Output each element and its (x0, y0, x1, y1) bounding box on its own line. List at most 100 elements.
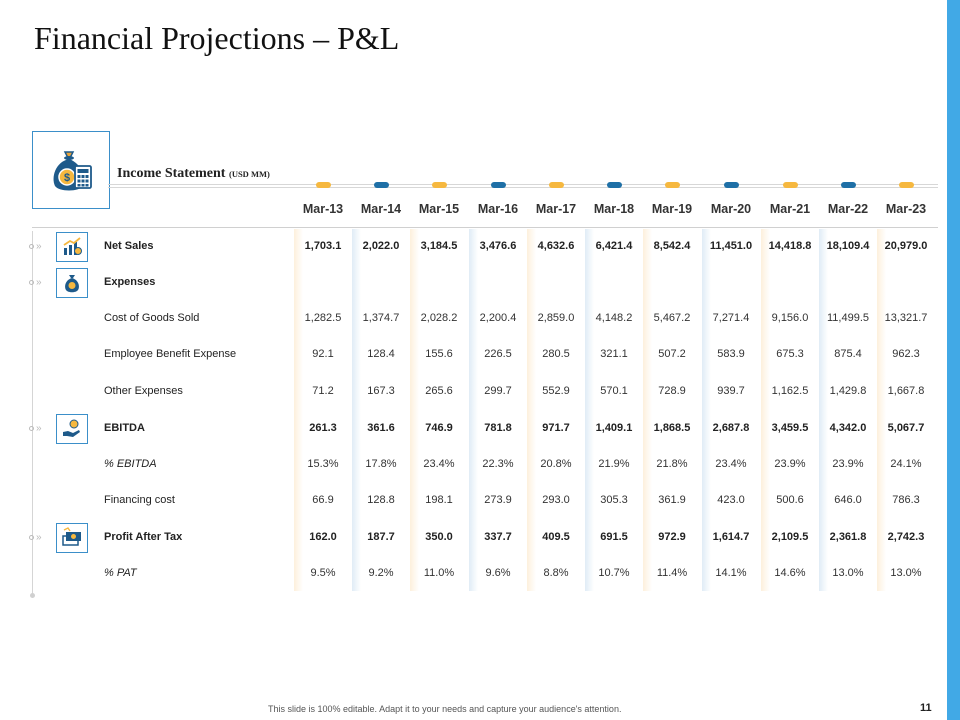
timeline-tick (783, 182, 798, 188)
column-header: Mar-14 (360, 202, 402, 216)
table-cell: 299.7 (484, 385, 512, 397)
table-cell: 155.6 (425, 348, 453, 360)
row-label: Expenses (104, 276, 156, 288)
table-cell: 2,361.8 (829, 531, 867, 543)
table-cell: 280.5 (542, 348, 570, 360)
table-cell: 66.9 (312, 494, 334, 506)
table-cell: 18,109.4 (826, 240, 870, 252)
table-cell: 261.3 (309, 422, 337, 434)
table-cell: 20.8% (540, 458, 572, 470)
table-cell: 361.6 (367, 422, 395, 434)
table-cell: 423.0 (717, 494, 745, 506)
table-cell: 1,667.8 (887, 385, 925, 397)
table-cell: 9.2% (368, 567, 394, 579)
table-cell: 321.1 (600, 348, 628, 360)
column-header: Mar-13 (302, 202, 344, 216)
table-cell: 8.8% (543, 567, 569, 579)
table-cell: 273.9 (484, 494, 512, 506)
row-label: Net Sales (104, 240, 154, 252)
row-connector: » (29, 277, 42, 288)
table-cell: 1,429.8 (829, 385, 867, 397)
table-cell: 293.0 (542, 494, 570, 506)
table-cell: 2,028.2 (420, 312, 458, 324)
table-cell: 198.1 (425, 494, 453, 506)
table-cell: 552.9 (542, 385, 570, 397)
table-cell: 1,703.1 (304, 240, 342, 252)
column-shade (352, 229, 408, 591)
timeline-tick (432, 182, 447, 188)
table-cell: 2,687.8 (712, 422, 750, 434)
table-cell: 24.1% (890, 458, 922, 470)
svg-text:$: $ (64, 172, 70, 184)
row-label: % EBITDA (104, 458, 157, 470)
timeline-tick (374, 182, 389, 188)
income-statement-unit: (USD MM) (228, 169, 270, 179)
table-cell: 939.7 (717, 385, 745, 397)
column-shade (702, 229, 758, 591)
table-cell: 583.9 (717, 348, 745, 360)
table-cell: 6,421.4 (595, 240, 633, 252)
table-cell: 23.9% (774, 458, 806, 470)
column-header: Mar-15 (418, 202, 460, 216)
table-cell: 20,979.0 (884, 240, 928, 252)
row-label: Financing cost (104, 494, 175, 506)
table-cell: 10.7% (598, 567, 630, 579)
table-cell: 2,859.0 (537, 312, 575, 324)
column-header: Mar-18 (593, 202, 635, 216)
column-shade (527, 229, 583, 591)
table-cell: 675.3 (776, 348, 804, 360)
table-cell: 226.5 (484, 348, 512, 360)
table-cell: 1,409.1 (595, 422, 633, 434)
table-cell: 13.0% (890, 567, 922, 579)
table-cell: 128.4 (367, 348, 395, 360)
table-cell: 972.9 (658, 531, 686, 543)
column-shade (294, 229, 350, 591)
row-label: Employee Benefit Expense (104, 348, 237, 360)
row-connector: » (29, 241, 42, 252)
table-cell: 21.9% (598, 458, 630, 470)
table-cell: 17.8% (365, 458, 397, 470)
cash-stack-icon (56, 523, 88, 553)
timeline-tick (549, 182, 564, 188)
column-header: Mar-17 (535, 202, 577, 216)
table-cell: 3,184.5 (420, 240, 458, 252)
row-label: % PAT (104, 567, 137, 579)
income-statement-title: Income Statement (117, 166, 226, 181)
table-cell: 875.4 (834, 348, 862, 360)
table-cell: 23.9% (832, 458, 864, 470)
table-cell: 14.1% (715, 567, 747, 579)
table-cell: 128.8 (367, 494, 395, 506)
income-statement-label: Income Statement (USD MM) (117, 166, 270, 182)
table-cell: 13.0% (832, 567, 864, 579)
table-cell: 162.0 (309, 531, 337, 543)
table-cell: 11.4% (656, 567, 688, 579)
table-cell: 9,156.0 (771, 312, 809, 324)
money-bag-icon (56, 268, 88, 298)
table-cell: 8,542.4 (653, 240, 691, 252)
table-cell: 14,418.8 (768, 240, 812, 252)
table-cell: 500.6 (776, 494, 804, 506)
table-cell: 21.8% (656, 458, 688, 470)
table-cell: 5,067.7 (887, 422, 925, 434)
table-cell: 962.3 (892, 348, 920, 360)
header-divider (32, 227, 938, 228)
column-shade (819, 229, 875, 591)
table-cell: 350.0 (425, 531, 453, 543)
table-cell: 1,868.5 (653, 422, 691, 434)
table-cell: 507.2 (658, 348, 686, 360)
table-cell: 1,162.5 (771, 385, 809, 397)
table-cell: 71.2 (312, 385, 334, 397)
table-cell: 13,321.7 (884, 312, 928, 324)
timeline-tick (841, 182, 856, 188)
table-cell: 4,632.6 (537, 240, 575, 252)
footer-note: This slide is 100% editable. Adapt it to… (268, 704, 622, 714)
timeline-tick (607, 182, 622, 188)
table-cell: 167.3 (367, 385, 395, 397)
table-cell: 23.4% (423, 458, 455, 470)
table-cell: 11.0% (423, 567, 455, 579)
page-number: 11 (920, 702, 932, 714)
table-cell: 1,614.7 (712, 531, 750, 543)
table-cell: 4,342.0 (829, 422, 867, 434)
table-cell: 265.6 (425, 385, 453, 397)
table-cell: 5,467.2 (653, 312, 691, 324)
